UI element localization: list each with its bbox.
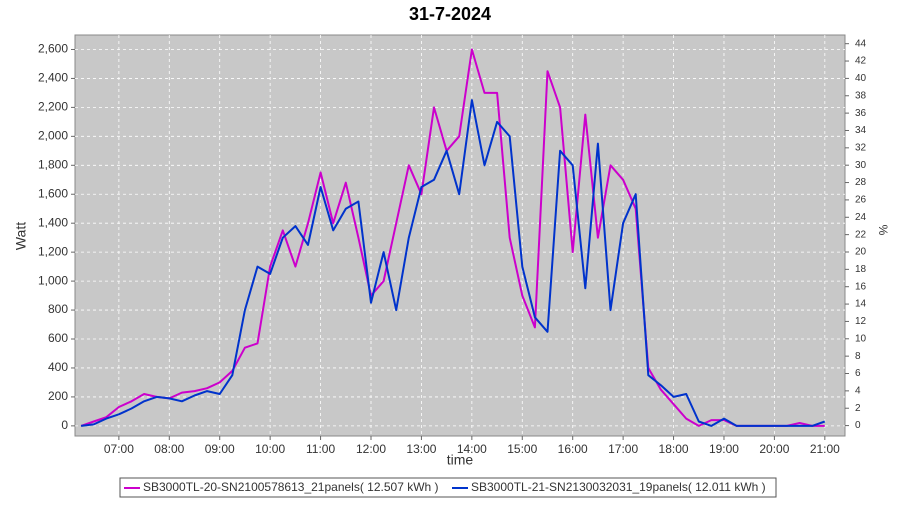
x-tick-label: 16:00 xyxy=(558,442,588,456)
y2-tick-label: 38 xyxy=(855,90,867,101)
x-tick-label: 11:00 xyxy=(306,442,335,456)
y2-tick-label: 10 xyxy=(855,333,867,344)
legend-label: SB3000TL-21-SN2130032031_19panels( 12.01… xyxy=(471,480,766,494)
x-tick-label: 07:00 xyxy=(104,442,134,456)
y-tick-label: 2,000 xyxy=(38,129,68,143)
y2-tick-label: 30 xyxy=(855,160,867,171)
x-tick-label: 20:00 xyxy=(759,442,789,456)
y2-tick-label: 6 xyxy=(855,368,861,379)
y2-tick-label: 36 xyxy=(855,108,867,119)
y2-tick-label: 22 xyxy=(855,229,867,240)
chart-title: 31-7-2024 xyxy=(409,4,491,24)
y2-tick-label: 20 xyxy=(855,247,867,258)
y2-tick-label: 18 xyxy=(855,264,867,275)
y-tick-label: 400 xyxy=(48,360,68,374)
y-tick-label: 2,400 xyxy=(38,71,68,85)
x-tick-label: 18:00 xyxy=(659,442,689,456)
legend xyxy=(119,477,777,498)
y2-tick-label: 24 xyxy=(855,212,867,223)
y2-tick-label: 8 xyxy=(855,351,861,362)
y-tick-label: 1,400 xyxy=(38,215,68,229)
series-line xyxy=(80,99,826,427)
y-tick-label: 2,200 xyxy=(38,100,68,114)
series-line xyxy=(80,48,825,427)
y-tick-label: 1,600 xyxy=(38,186,68,200)
y2-tick-label: 28 xyxy=(855,177,867,188)
y2-tick-label: 32 xyxy=(855,142,867,153)
x-tick-label: 15:00 xyxy=(507,442,537,456)
x-tick-label: 12:00 xyxy=(356,442,386,456)
x-tick-label: 17:00 xyxy=(608,442,638,456)
y2-tick-label: 0 xyxy=(855,420,861,431)
y-tick-label: 600 xyxy=(48,331,68,345)
y2-axis-label: % xyxy=(876,225,890,236)
y-tick-label: 800 xyxy=(48,302,68,316)
y-axis-label: Watt xyxy=(13,222,29,250)
y2-tick-label: 14 xyxy=(855,299,867,310)
y-tick-label: 1,000 xyxy=(38,273,68,287)
y2-tick-label: 40 xyxy=(855,73,867,84)
y-tick-label: 1,200 xyxy=(38,244,68,258)
x-tick-label: 14:00 xyxy=(457,442,487,456)
y-tick-label: 1,800 xyxy=(38,157,68,171)
y2-tick-label: 12 xyxy=(855,316,867,327)
y-tick-label: 0 xyxy=(61,418,68,432)
y2-tick-label: 2 xyxy=(855,403,861,414)
y2-tick-label: 26 xyxy=(855,195,867,206)
legend-label: SB3000TL-20-SN2100578613_21panels( 12.50… xyxy=(143,480,439,494)
y2-tick-label: 16 xyxy=(855,281,867,292)
x-tick-label: 10:00 xyxy=(255,442,285,456)
y2-tick-label: 34 xyxy=(855,125,867,136)
y-tick-label: 2,600 xyxy=(38,42,68,56)
plot-area xyxy=(74,34,846,437)
x-tick-label: 13:00 xyxy=(406,442,436,456)
y2-tick-label: 4 xyxy=(855,386,861,397)
x-tick-label: 08:00 xyxy=(154,442,184,456)
x-tick-label: 19:00 xyxy=(709,442,739,456)
x-axis-label: time xyxy=(447,452,474,468)
x-tick-label: 09:00 xyxy=(205,442,235,456)
x-tick-label: 21:00 xyxy=(810,442,840,456)
y2-tick-label: 42 xyxy=(855,56,867,67)
y2-tick-label: 44 xyxy=(855,38,867,49)
y-tick-label: 200 xyxy=(48,389,68,403)
